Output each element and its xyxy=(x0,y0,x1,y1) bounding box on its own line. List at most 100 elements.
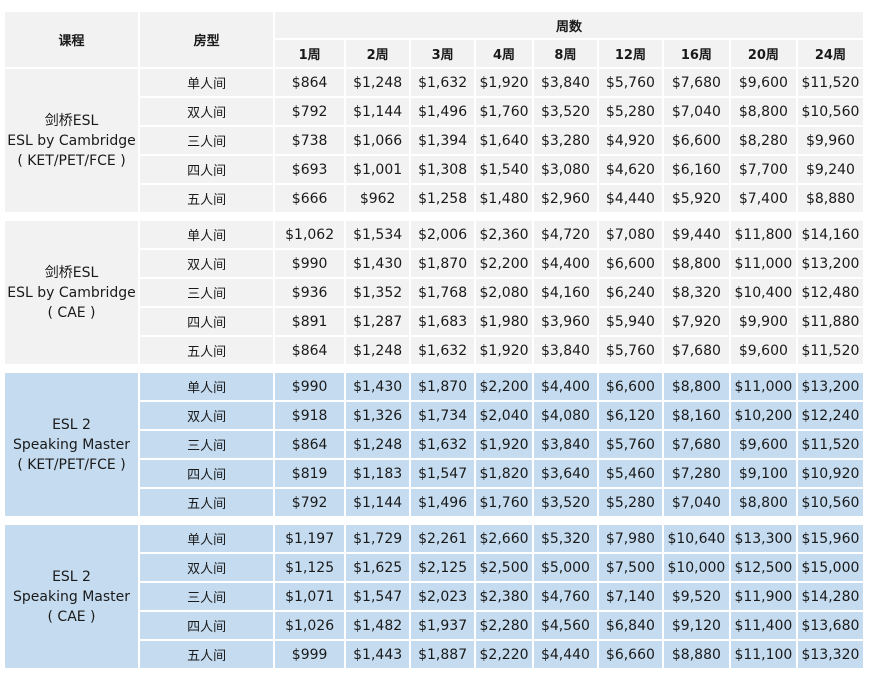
week-header-7: 20周 xyxy=(730,40,796,67)
price-cell: $6,240 xyxy=(598,279,662,306)
price-cell: $7,920 xyxy=(663,308,729,335)
table-row: 三人间 $1,071 $1,547 $2,023 $2,380 $4,760 $7,140 $… xyxy=(5,583,863,610)
price-cell: $5,760 xyxy=(598,337,662,364)
price-cell: $6,160 xyxy=(663,156,729,183)
price-cell: $3,840 xyxy=(533,431,597,458)
price-cell: $7,700 xyxy=(730,156,796,183)
price-cell: $11,400 xyxy=(730,612,796,639)
table-row: 四人间 $891 $1,287 $1,683 $1,980 $3,960 $5,940 $7,… xyxy=(5,308,863,335)
price-cell: $7,500 xyxy=(598,554,662,581)
price-cell: $1,734 xyxy=(411,402,475,429)
week-header-3: 4周 xyxy=(476,40,532,67)
price-cell: $9,960 xyxy=(797,127,863,154)
weeks-header: 周数 xyxy=(275,12,863,38)
price-cell: $2,380 xyxy=(476,583,532,610)
price-cell: $1,760 xyxy=(476,98,532,125)
price-cell: $3,280 xyxy=(533,127,597,154)
course-name-line: ESL 2 xyxy=(52,568,91,585)
price-cell: $1,534 xyxy=(346,221,410,248)
price-cell: $1,980 xyxy=(476,308,532,335)
course-name-line: ( CAE ) xyxy=(47,608,96,625)
course-name-line: ESL 2 xyxy=(52,416,91,433)
price-cell: $1,197 xyxy=(275,525,345,552)
price-cell: $999 xyxy=(275,641,345,668)
price-cell: $6,840 xyxy=(598,612,662,639)
price-cell: $2,660 xyxy=(476,525,532,552)
price-cell: $1,287 xyxy=(346,308,410,335)
price-cell: $1,026 xyxy=(275,612,345,639)
price-cell: $693 xyxy=(275,156,345,183)
price-cell: $11,900 xyxy=(730,583,796,610)
price-cell: $7,980 xyxy=(598,525,662,552)
price-cell: $1,887 xyxy=(411,641,475,668)
spacer-cell xyxy=(5,366,863,371)
price-cell: $1,394 xyxy=(411,127,475,154)
price-cell: $1,547 xyxy=(411,460,475,487)
price-cell: $1,496 xyxy=(411,98,475,125)
table-row: 双人间 $792 $1,144 $1,496 $1,760 $3,520 $5,280 $7,… xyxy=(5,98,863,125)
price-cell: $1,920 xyxy=(476,69,532,96)
price-cell: $8,320 xyxy=(663,279,729,306)
price-cell: $1,870 xyxy=(411,373,475,400)
price-cell: $1,632 xyxy=(411,431,475,458)
price-cell: $10,400 xyxy=(730,279,796,306)
room-type-cell: 三人间 xyxy=(140,583,274,610)
price-cell: $11,520 xyxy=(797,69,863,96)
price-cell: $2,006 xyxy=(411,221,475,248)
price-cell: $1,625 xyxy=(346,554,410,581)
price-cell: $4,720 xyxy=(533,221,597,248)
price-cell: $8,880 xyxy=(663,641,729,668)
price-cell: $891 xyxy=(275,308,345,335)
course-name-line: ( KET/PET/FCE ) xyxy=(17,456,126,473)
price-cell: $10,200 xyxy=(730,402,796,429)
price-cell: $2,040 xyxy=(476,402,532,429)
table-row: 三人间 $936 $1,352 $1,768 $2,080 $4,160 $6,240 $8,… xyxy=(5,279,863,306)
price-cell: $2,360 xyxy=(476,221,532,248)
price-cell: $4,760 xyxy=(533,583,597,610)
room-type-cell: 四人间 xyxy=(140,156,274,183)
price-cell: $1,632 xyxy=(411,69,475,96)
spacer-cell xyxy=(5,214,863,219)
table-row: 三人间 $864 $1,248 $1,632 $1,920 $3,840 $5,760 $7,… xyxy=(5,431,863,458)
table-row: 五人间 $666 $962 $1,258 $1,480 $2,960 $4,440 $5,92… xyxy=(5,185,863,212)
price-cell: $9,600 xyxy=(730,337,796,364)
price-cell: $5,460 xyxy=(598,460,662,487)
price-cell: $7,680 xyxy=(663,337,729,364)
price-cell: $11,100 xyxy=(730,641,796,668)
table-row: ESL 2 Speaking Master( KET/PET/FCE ) 单人间 $9… xyxy=(5,373,863,516)
price-cell: $11,520 xyxy=(797,337,863,364)
price-cell: $11,000 xyxy=(730,373,796,400)
room-type-cell: 五人间 xyxy=(140,489,274,516)
price-cell: $1,183 xyxy=(346,460,410,487)
price-cell: $9,600 xyxy=(730,431,796,458)
course-name-line: ( CAE ) xyxy=(47,304,96,321)
price-cell: $1,640 xyxy=(476,127,532,154)
price-cell: $990 xyxy=(275,250,345,277)
price-cell: $8,880 xyxy=(797,185,863,212)
price-cell: $1,062 xyxy=(275,221,345,248)
course-name-line: ESL by Cambridge xyxy=(7,284,136,301)
price-cell: $1,496 xyxy=(411,489,475,516)
price-cell: $864 xyxy=(275,337,345,364)
room-type-cell: 单人间 xyxy=(140,221,274,248)
table-body: 剑桥ESL ESL by Cambridge( KET/PET/FCE ) 单人间 $… xyxy=(5,69,863,668)
price-cell: $1,760 xyxy=(476,489,532,516)
price-cell: $3,080 xyxy=(533,156,597,183)
course-name-cell: 剑桥ESL ESL by Cambridge ( KET/PET/FCE ) xyxy=(5,69,139,212)
price-cell: $11,880 xyxy=(797,308,863,335)
price-cell: $1,430 xyxy=(346,250,410,277)
price-cell: $4,920 xyxy=(598,127,662,154)
price-cell: $936 xyxy=(275,279,345,306)
price-cell: $9,520 xyxy=(663,583,729,610)
price-cell: $3,840 xyxy=(533,69,597,96)
group-spacer xyxy=(5,366,863,371)
room-type-cell: 三人间 xyxy=(140,127,274,154)
price-cell: $1,071 xyxy=(275,583,345,610)
room-type-cell: 三人间 xyxy=(140,431,274,458)
course-name-cell: ESL 2 Speaking Master ( CAE ) xyxy=(5,525,139,668)
price-cell: $1,248 xyxy=(346,431,410,458)
weeks-header-row: 1周 2周 3周 4周 8周 12周 16周 20周 24周 xyxy=(5,40,863,67)
price-cell: $13,320 xyxy=(797,641,863,668)
price-cell: $1,920 xyxy=(476,431,532,458)
week-header-5: 12周 xyxy=(598,40,662,67)
